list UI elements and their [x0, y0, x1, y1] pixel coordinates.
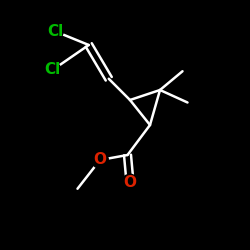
- Circle shape: [47, 23, 63, 40]
- Text: O: O: [94, 152, 106, 168]
- Circle shape: [92, 152, 108, 168]
- Text: Cl: Cl: [44, 62, 60, 78]
- Circle shape: [44, 62, 61, 78]
- Text: Cl: Cl: [47, 24, 63, 39]
- Circle shape: [122, 174, 138, 191]
- Text: O: O: [124, 175, 136, 190]
